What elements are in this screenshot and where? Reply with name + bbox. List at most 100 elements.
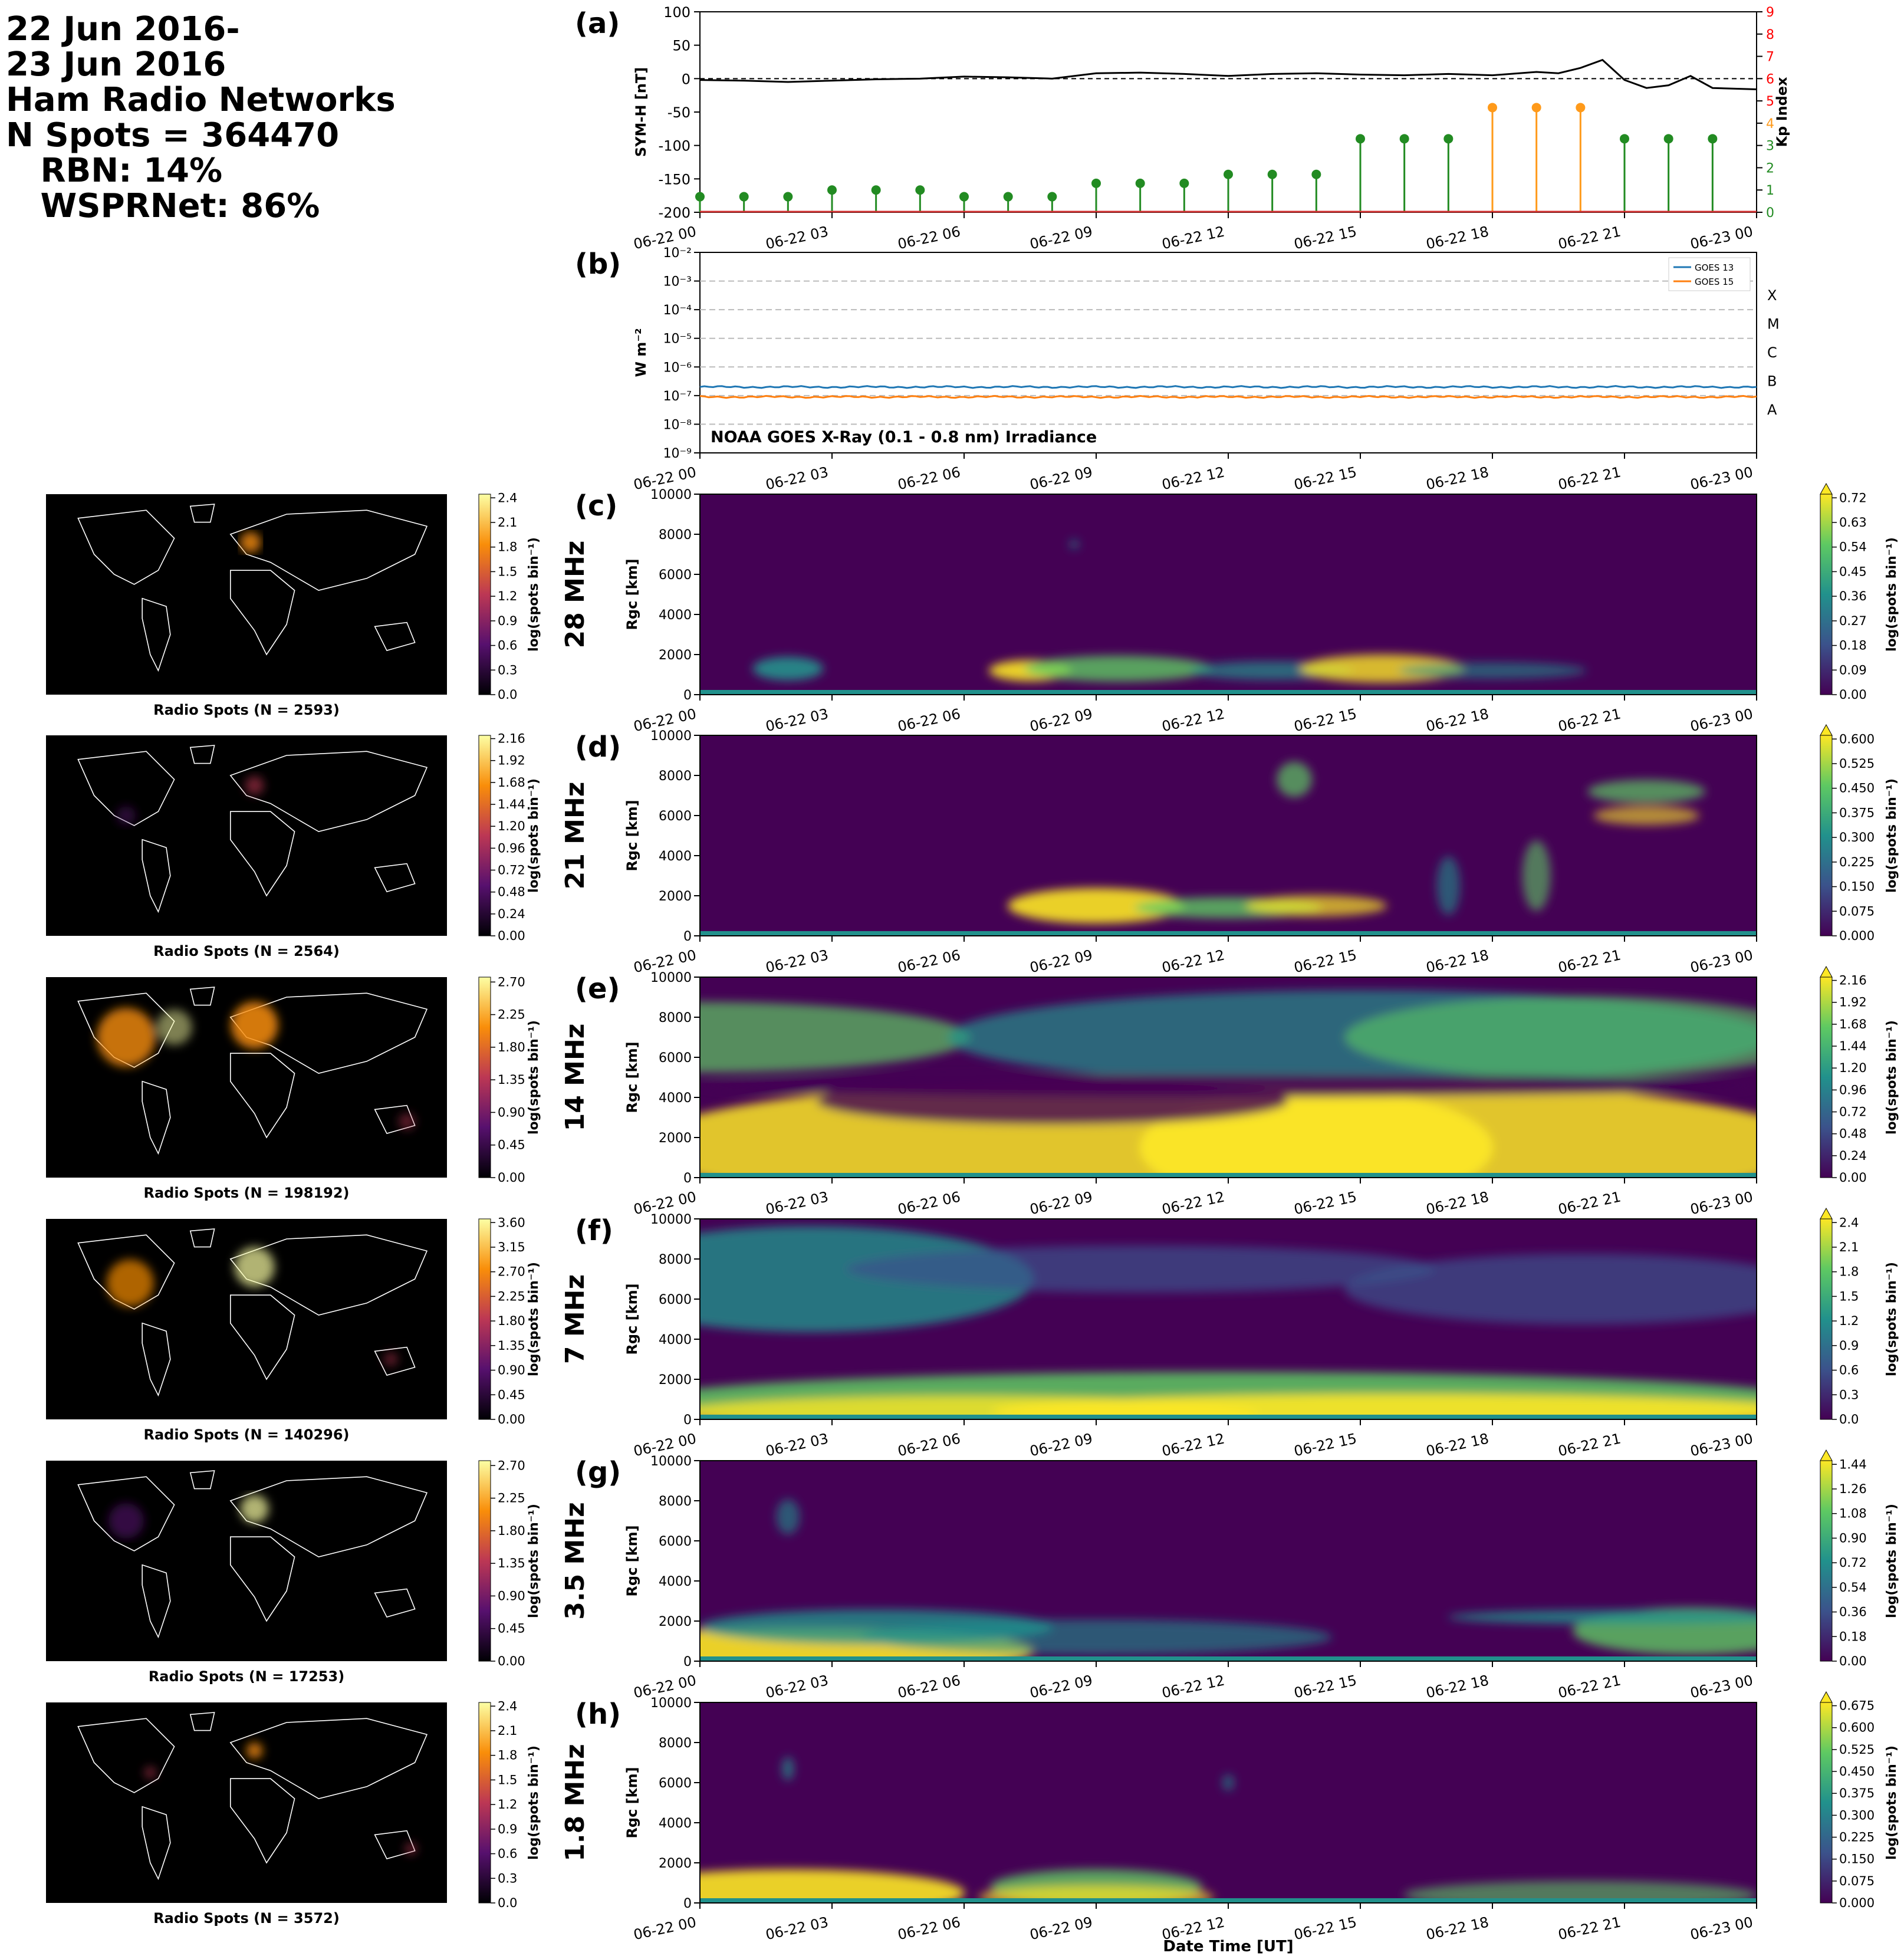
continent-outline [189,1712,215,1731]
map-cbar-tick-label: 2.16 [498,732,525,746]
heat-blob [1448,1610,1757,1625]
heat-blob [700,1869,965,1903]
colorbar-extend-arrow [1820,482,1833,495]
y-tick-label: 6000 [659,1293,692,1307]
continent-outline [374,622,416,652]
kp-point [1091,178,1101,188]
map-cbar-tick-label: 1.92 [498,754,525,768]
map-cbar-tick-label: 0.45 [498,1138,525,1152]
goes-legend [1668,257,1751,291]
map-colorbar [478,1218,491,1420]
map-cbar-tick-label: 0.00 [498,1171,525,1185]
cbar-tick-label: 0.600 [1839,732,1875,746]
y-tick-label: 10000 [650,1454,692,1469]
cbar-tick-label: 0.300 [1839,830,1875,844]
x-tick-label: 06-23 00 [1689,463,1754,493]
map-cbar-tick-label: 2.4 [498,491,517,505]
coastline-outlines [77,1712,428,1881]
legend-entry: GOES 15 [1695,277,1734,287]
x-tick-label: 06-22 15 [1293,1914,1358,1943]
cbar-tick-label: 0.075 [1839,904,1875,918]
y-tick-label: 8000 [659,1011,692,1025]
header-source: Ham Radio Networks [6,81,396,119]
x-tick-label: 06-23 00 [1689,223,1754,252]
y-tick-label: 10⁻² [663,246,692,261]
y-tick-label: -50 [667,104,690,121]
cbar-axis-label: log(spots bin⁻¹) [1885,1262,1899,1376]
y-tick-label: 10000 [650,971,692,985]
y-tick-label: 6000 [659,1051,692,1066]
cbar-tick-label: 0.525 [1839,1743,1875,1757]
heatmap-background [700,1702,1757,1903]
kp-point [1488,103,1497,113]
map-title: Radio Spots (N = 2593) [153,702,340,718]
flare-class-label: B [1767,373,1777,390]
heat-blob [1024,655,1213,682]
y-tick-label: 4000 [659,1816,692,1831]
range-axis-label: Rgc [km] [624,1041,640,1113]
band-label: 21 MHz [560,782,590,890]
y-tick-label: 8000 [659,1494,692,1509]
flux-axis-label: W m⁻² [633,328,649,377]
x-tick-label: 06-23 00 [1689,1188,1754,1218]
x-tick-label: 06-22 12 [1160,705,1226,735]
cbar-tick-label: 0.00 [1839,688,1867,702]
map-cbar-tick-label: 0.72 [498,863,525,877]
heat-blob [1008,888,1185,923]
map-cbar-tick-label: 1.8 [498,1748,517,1763]
x-tick-label: 06-22 03 [764,223,830,252]
panel-label: (f) [575,1214,613,1247]
cbar-tick-label: 0.675 [1839,1699,1875,1713]
continent-outline [189,745,215,764]
continent-outline [229,811,295,897]
heatmap-ground-band [700,1898,1757,1903]
kp-point [1620,134,1629,144]
continent-outline [77,751,175,826]
y-tick-label: 2000 [659,648,692,663]
header-wsprnet-share: WSPRNet: 86% [40,187,320,225]
map-cbar-tick-label: 1.35 [498,1339,525,1353]
kp-point [695,192,705,202]
x-tick-label: 06-22 06 [896,1430,962,1459]
heat-blob [1222,1774,1234,1791]
x-tick-label: 06-22 15 [1293,223,1358,252]
y-tick-label: 2000 [659,1373,692,1388]
world-map-background [46,494,447,695]
header-spot-count: N Spots = 364470 [6,116,340,154]
x-tick-label: 06-23 00 [1689,705,1754,735]
panel-label: (c) [575,489,617,522]
map-cbar-tick-label: 0.45 [498,1622,525,1636]
heatmap-colorbar [1820,494,1833,695]
heat-blob [1277,761,1312,797]
heatmap-ground-band [700,690,1757,695]
spot-cluster [106,1259,154,1307]
map-title: Radio Spots (N = 198192) [143,1185,349,1201]
cbar-axis-label: log(spots bin⁻¹) [1885,1504,1899,1618]
flare-class-label: M [1767,315,1780,332]
cbar-tick-label: 0.45 [1839,564,1867,578]
spot-cluster [239,531,261,553]
spot-density [106,1247,398,1366]
heat-blob [1522,840,1551,911]
header-date-end: 23 Jun 2016 [6,45,226,84]
x-tick-label: 06-22 09 [1028,1672,1094,1701]
cbar-tick-label: 0.63 [1839,515,1867,530]
continent-outline [229,751,428,833]
cbar-tick-label: 0.18 [1839,639,1867,653]
cbar-tick-label: 1.68 [1839,1017,1867,1031]
continent-outline [374,1104,416,1135]
heat-blob [1344,1254,1757,1324]
band-label: 14 MHz [560,1024,590,1132]
heatmap-ground-band [700,1415,1757,1419]
continent-outline [229,570,295,656]
x-tick-label: 06-22 09 [1028,1430,1094,1459]
map-cbar-tick-label: 1.80 [498,1524,525,1538]
x-tick-label: 06-22 06 [896,223,962,252]
kp-point [959,192,969,202]
panel-label: (d) [575,731,621,764]
continent-outline [77,1476,175,1551]
cbar-tick-label: 2.4 [1839,1215,1859,1230]
figure-header: 22 Jun 2016- 23 Jun 2016 Ham Radio Netwo… [6,12,396,224]
kp-point [1135,178,1145,188]
spot-cluster [383,1352,398,1366]
